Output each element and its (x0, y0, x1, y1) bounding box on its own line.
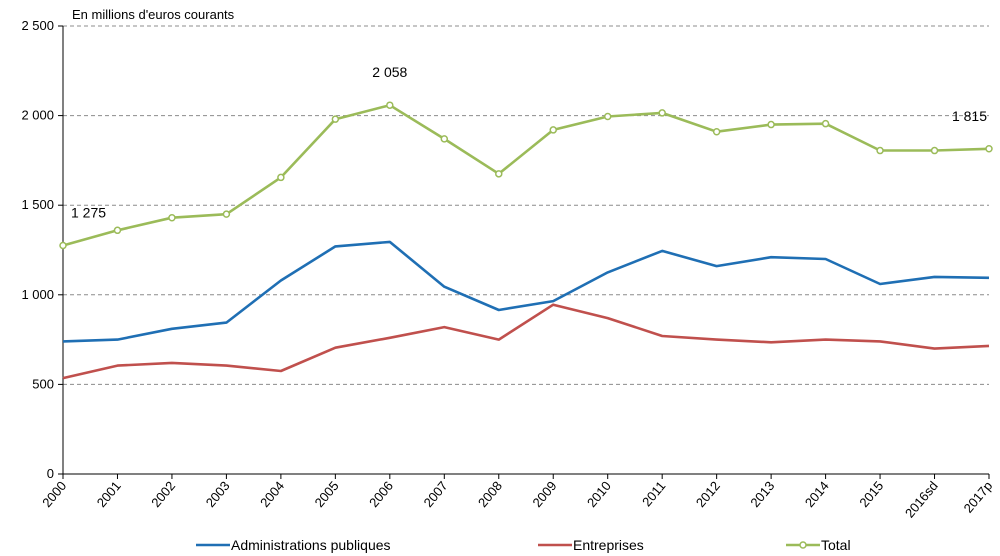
x-tick-label-2011: 2011 (639, 478, 668, 509)
y-tick-label-500: 500 (32, 376, 54, 391)
grid-lines (63, 25, 989, 385)
x-tick-label-2008: 2008 (475, 478, 505, 510)
legend-label-administrations-publiques: Administrations publiques (231, 537, 391, 553)
y-tick-label-2000: 2 000 (21, 108, 54, 123)
point-total-2016sd (930, 146, 939, 155)
point-total-2015 (876, 146, 884, 155)
point-total-2005 (331, 115, 340, 123)
series-administrations-publiques (62, 240, 990, 343)
annotation-2006: 2 058 (372, 64, 407, 80)
point-total-2010 (603, 112, 612, 121)
annotation-2017p: 1 815 (952, 108, 987, 124)
legend-marker-total (799, 541, 807, 549)
legend-label-entreprises: Entreprises (573, 537, 644, 553)
y-tick-label-2500: 2 500 (21, 18, 54, 33)
annotation-2000: 1 275 (71, 205, 106, 221)
point-total-2009 (549, 126, 557, 134)
series-line-total (62, 103, 990, 247)
axes (62, 26, 989, 475)
point-total-2000 (59, 241, 67, 250)
legend-label-total: Total (821, 537, 851, 553)
legend-item-entreprises: Entreprises (538, 537, 644, 553)
point-total-2006 (386, 101, 394, 109)
point-total-2007 (440, 135, 449, 143)
point-total-2003 (222, 210, 231, 218)
x-tick-label-2007: 2007 (421, 478, 451, 510)
x-tick-label-2013: 2013 (747, 478, 777, 510)
x-tick-label-2016sd: 2016sd (902, 478, 941, 520)
y-tick-label-0: 0 (47, 466, 54, 481)
x-tick-label-2014: 2014 (802, 478, 832, 510)
x-tick-label-2017p: 2017p (961, 478, 996, 515)
x-tick-label-2015: 2015 (856, 478, 886, 510)
x-axis-ticks: 2000 2001 2002 2003 2004 2005 2006 2007 2008 2009… (39, 474, 995, 521)
series-line-entreprises (62, 303, 990, 380)
series-total (59, 101, 993, 250)
point-total-2017p (985, 145, 993, 153)
x-tick-label-2003: 2003 (203, 478, 233, 510)
y-axis-ticks: 0 500 1 000 1 500 2 000 2 500 (21, 18, 63, 481)
x-tick-label-2001: 2001 (94, 478, 124, 510)
x-tick-label-2002: 2002 (148, 478, 178, 510)
y-tick-label-1000: 1 000 (21, 287, 54, 302)
x-tick-label-2005: 2005 (312, 478, 342, 510)
point-total-2013 (767, 120, 775, 129)
unit-label: En millions d'euros courants (72, 7, 235, 22)
series-line-administrations-publiques (62, 240, 990, 343)
point-total-2011 (658, 109, 666, 117)
annotations: 1 275 2 058 1 815 (71, 64, 987, 220)
x-tick-label-2000: 2000 (39, 478, 69, 510)
legend: Administrations publiques Entreprises Tota… (196, 537, 851, 553)
x-tick-label-2009: 2009 (529, 478, 559, 510)
point-total-2001 (113, 226, 122, 235)
point-total-2008 (495, 170, 503, 178)
point-total-2014 (821, 119, 830, 128)
x-tick-label-2004: 2004 (257, 478, 287, 510)
point-total-2004 (277, 173, 285, 182)
point-total-2012 (712, 127, 721, 136)
x-tick-label-2012: 2012 (693, 478, 723, 510)
legend-item-total: Total (786, 537, 851, 553)
series-entreprises (62, 303, 990, 380)
point-total-2002 (168, 213, 176, 222)
series-layer (59, 101, 993, 380)
y-tick-label-1500: 1 500 (21, 197, 54, 212)
x-tick-label-2010: 2010 (584, 478, 614, 510)
x-tick-label-2006: 2006 (366, 478, 396, 510)
legend-item-administrations-publiques: Administrations publiques (196, 537, 391, 553)
